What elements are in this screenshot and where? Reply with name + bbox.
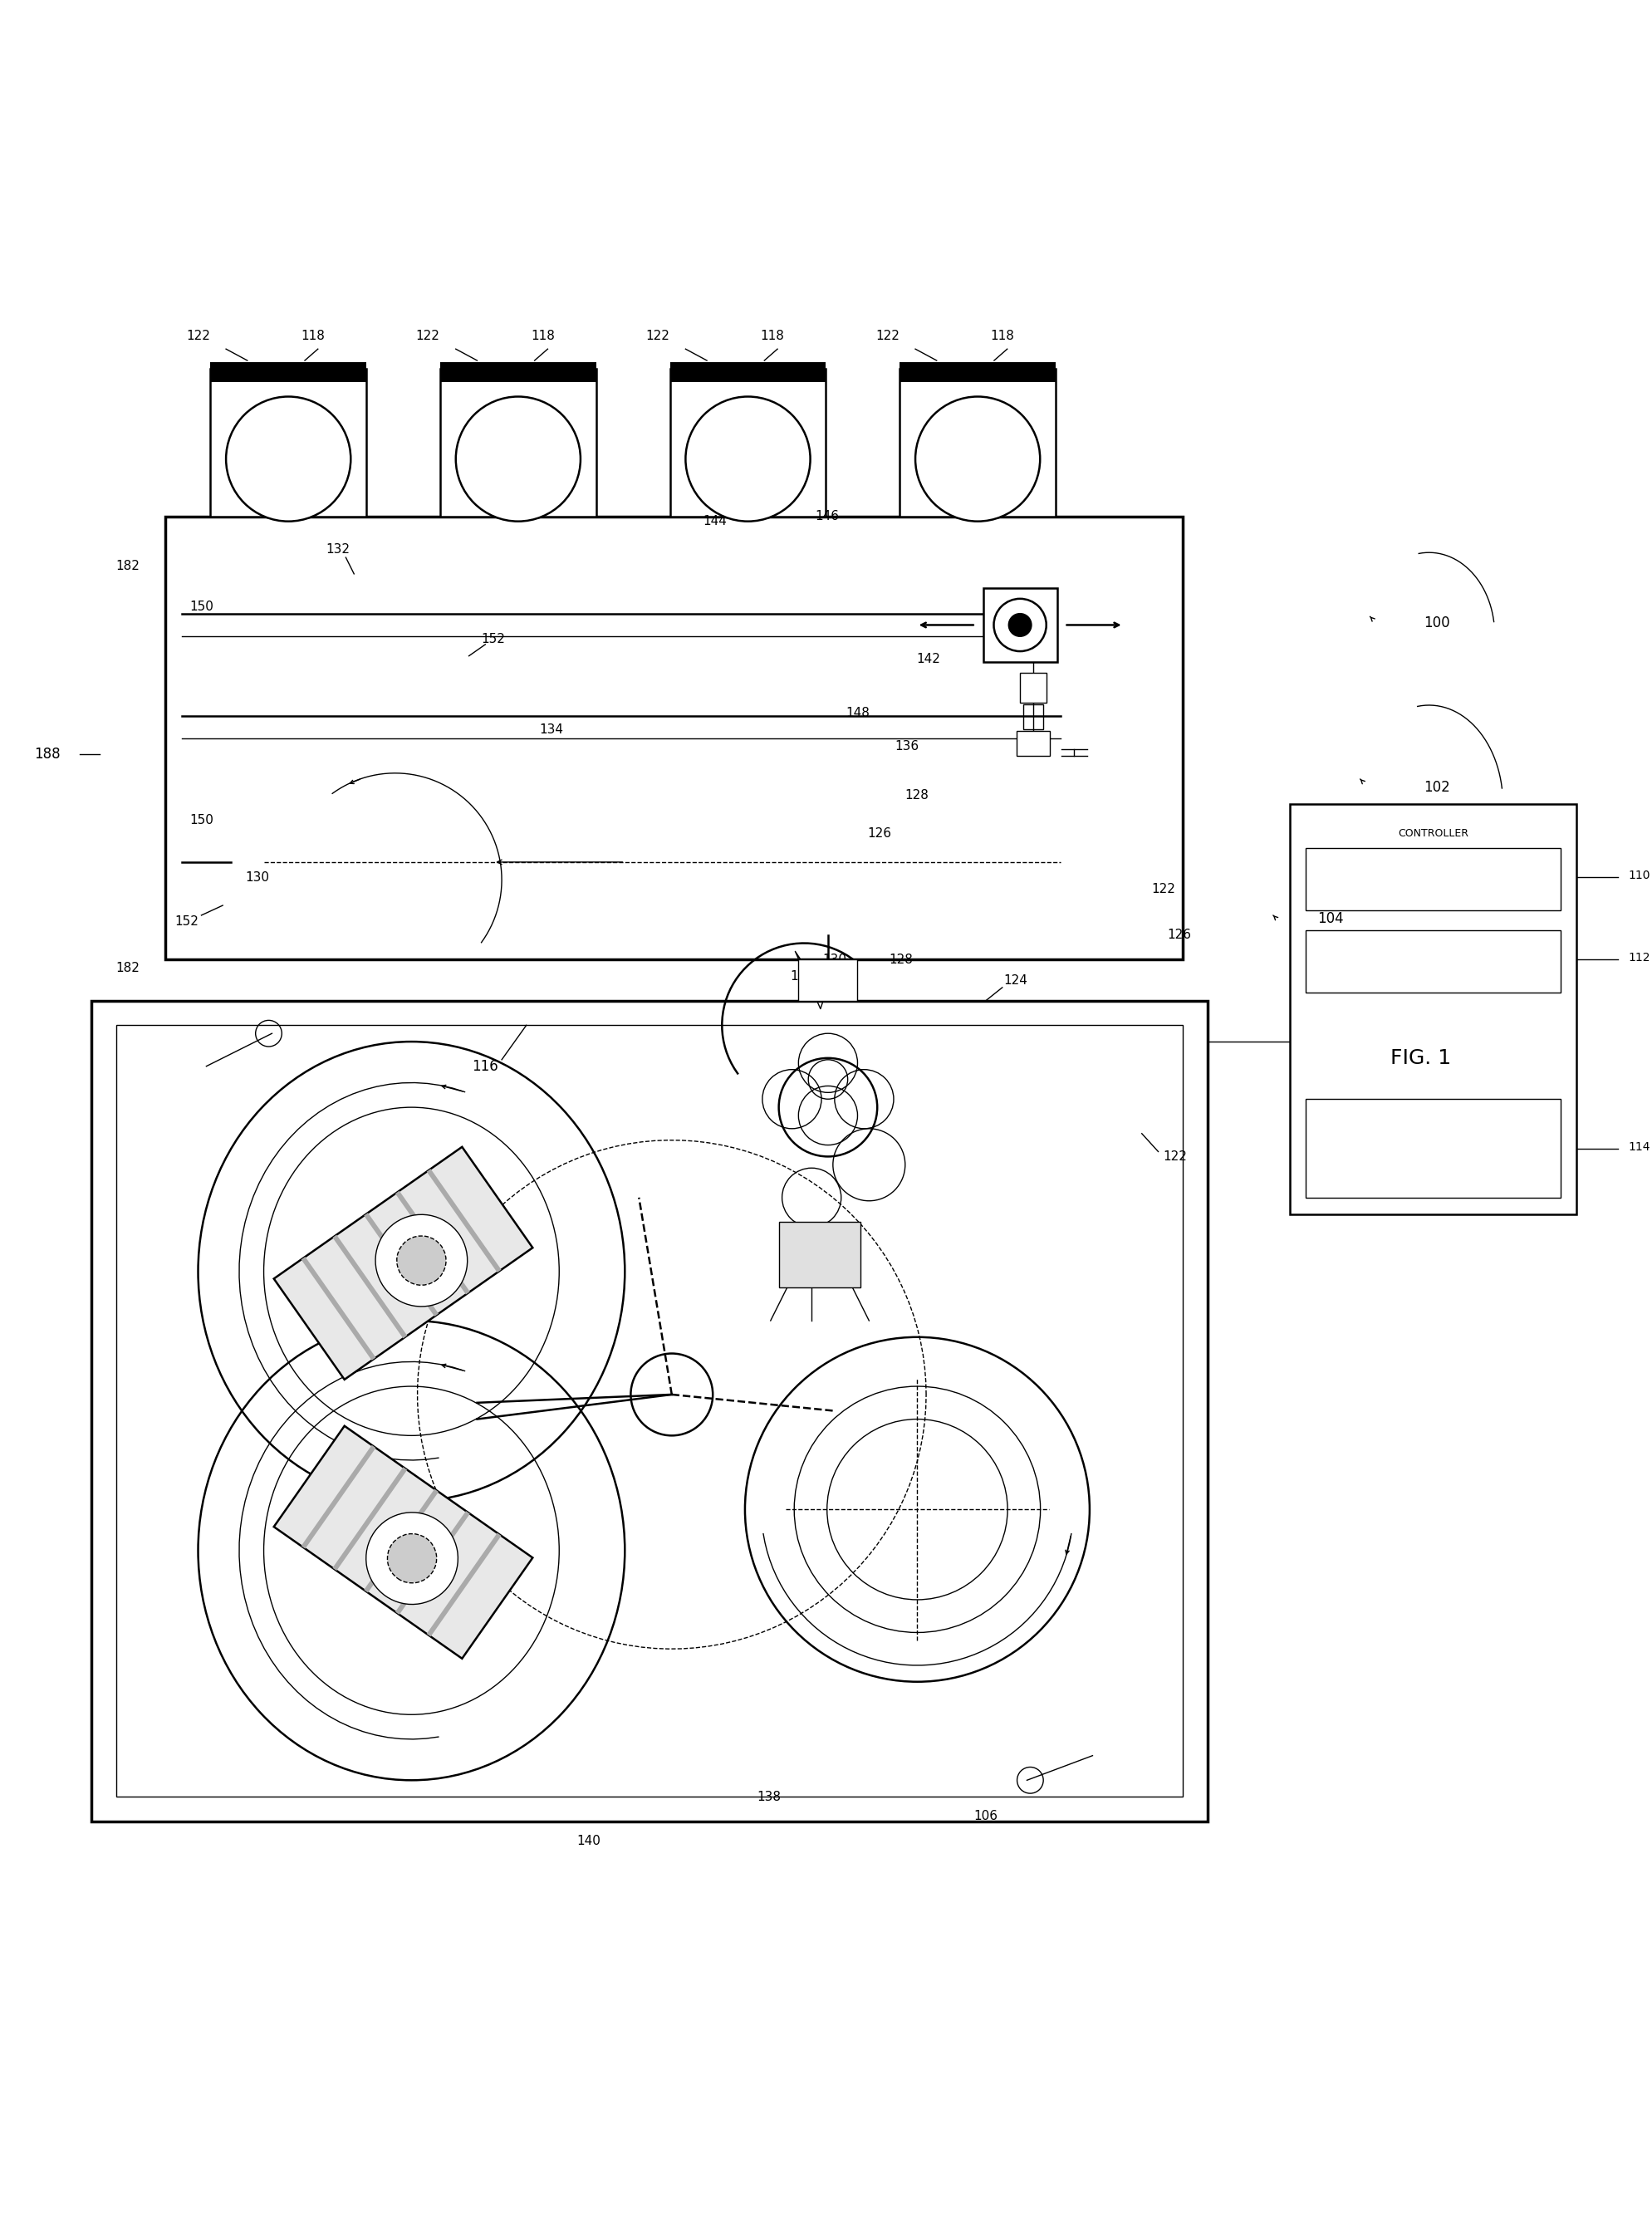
Bar — [301, 1446, 375, 1548]
Circle shape — [396, 1236, 446, 1285]
Text: 144: 144 — [704, 515, 727, 527]
Bar — [426, 1169, 501, 1272]
Text: 110: 110 — [1629, 870, 1650, 881]
Bar — [274, 1147, 532, 1379]
Circle shape — [1009, 614, 1031, 636]
Text: 118: 118 — [990, 330, 1014, 341]
Circle shape — [686, 397, 809, 522]
Text: 152: 152 — [175, 915, 198, 928]
Bar — [1290, 803, 1576, 1214]
Text: 106: 106 — [975, 1809, 998, 1823]
Circle shape — [915, 397, 1041, 522]
Text: 124: 124 — [1003, 975, 1028, 986]
Bar — [983, 589, 1057, 663]
Bar — [165, 515, 1183, 959]
Text: SUPPORT: SUPPORT — [1409, 1127, 1457, 1138]
Bar — [900, 368, 1056, 515]
Text: 108: 108 — [1436, 1109, 1462, 1122]
Bar — [1307, 930, 1561, 993]
Text: 138: 138 — [757, 1791, 781, 1803]
Text: 122: 122 — [416, 330, 439, 341]
Bar — [301, 1256, 375, 1361]
Text: 128: 128 — [905, 790, 928, 801]
Bar — [1019, 674, 1046, 703]
Bar — [1016, 732, 1049, 756]
Text: 130: 130 — [823, 953, 847, 966]
Text: 126: 126 — [1168, 928, 1191, 941]
Circle shape — [456, 397, 580, 522]
Text: 140: 140 — [577, 1834, 601, 1847]
Text: MEMORY: MEMORY — [1411, 955, 1455, 966]
Text: 118: 118 — [760, 330, 785, 341]
Text: CONTROLLER: CONTROLLER — [1398, 828, 1469, 839]
Text: 114: 114 — [1629, 1140, 1650, 1153]
Text: 136: 136 — [895, 741, 919, 752]
Text: 122: 122 — [1151, 883, 1175, 895]
Bar — [210, 368, 367, 515]
Text: CPU: CPU — [1422, 872, 1444, 883]
Text: 104: 104 — [1317, 910, 1343, 926]
Text: 118: 118 — [530, 330, 555, 341]
Bar — [363, 1214, 438, 1316]
Bar — [900, 361, 1056, 382]
Text: 182: 182 — [116, 560, 139, 571]
Bar — [1023, 705, 1042, 730]
Bar — [1307, 1100, 1561, 1198]
Bar — [671, 361, 826, 382]
Bar — [395, 1191, 469, 1294]
Bar — [363, 1488, 438, 1593]
Text: 100: 100 — [1424, 616, 1450, 631]
Bar — [439, 368, 596, 515]
Bar — [439, 361, 596, 382]
Bar — [395, 1510, 469, 1615]
Circle shape — [226, 397, 350, 522]
Text: 188: 188 — [35, 747, 59, 761]
Text: 122: 122 — [187, 330, 210, 341]
Text: 102: 102 — [1424, 781, 1450, 794]
Text: 182: 182 — [116, 962, 139, 975]
Text: 130: 130 — [244, 872, 269, 883]
Text: 120: 120 — [720, 453, 743, 466]
Text: 132: 132 — [325, 542, 350, 556]
Text: 126: 126 — [867, 828, 892, 839]
Bar — [332, 1234, 406, 1339]
Text: 122: 122 — [876, 330, 899, 341]
Text: 112: 112 — [1629, 953, 1650, 964]
Bar — [426, 1533, 501, 1638]
Text: 142: 142 — [917, 654, 940, 665]
Bar — [798, 959, 857, 1002]
Circle shape — [387, 1533, 436, 1584]
Text: 146: 146 — [814, 511, 839, 522]
Bar — [778, 1223, 861, 1287]
Text: 148: 148 — [846, 707, 871, 721]
Text: 128: 128 — [889, 953, 912, 966]
Text: CIRCUITS: CIRCUITS — [1409, 1160, 1457, 1169]
Text: 150: 150 — [190, 814, 213, 825]
Text: FIG. 1: FIG. 1 — [1391, 1049, 1450, 1069]
Text: 122: 122 — [646, 330, 669, 341]
Text: 118: 118 — [301, 330, 325, 341]
Bar — [332, 1468, 406, 1571]
Text: 182: 182 — [790, 970, 814, 982]
Circle shape — [367, 1513, 458, 1604]
Text: 152: 152 — [481, 634, 506, 645]
Text: 122: 122 — [1163, 1151, 1186, 1162]
Text: 150: 150 — [190, 600, 213, 614]
Text: 116: 116 — [472, 1060, 499, 1073]
Bar — [274, 1426, 532, 1658]
Bar — [671, 368, 826, 515]
Bar — [1307, 848, 1561, 910]
Bar — [91, 1002, 1208, 1820]
Bar — [116, 1026, 1183, 1796]
Circle shape — [375, 1214, 468, 1307]
Bar — [210, 361, 367, 382]
Text: 134: 134 — [539, 723, 563, 736]
